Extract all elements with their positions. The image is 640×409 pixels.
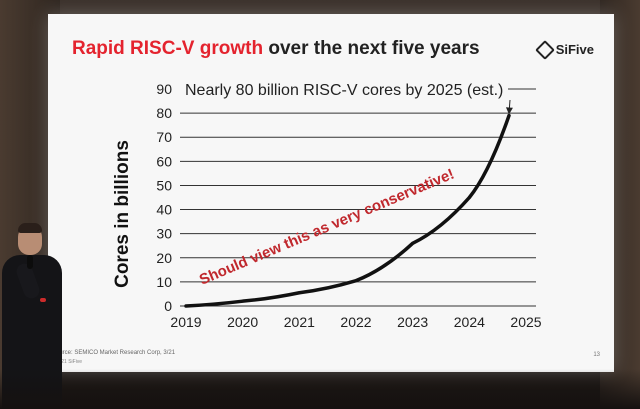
y-tick-label: 10 [156,274,172,290]
growth-chart: 0 10 20 30 40 50 60 70 80 90 2019 2020 2021 2022 2023… [112,78,542,330]
y-tick-label: 30 [156,226,172,242]
chart-title-bg [173,78,508,100]
x-tick-label: 2019 [170,314,201,330]
laser-pointer-dot [40,298,46,302]
series-point [354,279,358,283]
x-tick-label: 2024 [454,314,485,330]
y-axis-label: Cores in billions [112,140,133,288]
y-tick-label: 0 [164,298,172,314]
projected-slide: Rapid RISC-V growth over the next five y… [48,14,614,372]
series-point [184,304,188,308]
series-point [241,299,245,303]
y-tick-label: 70 [156,129,172,145]
microphone-icon [27,255,33,269]
x-tick-label: 2020 [227,314,258,330]
y-tick-label: 50 [156,177,172,193]
x-tick-labels: 2019 2020 2021 2022 2023 2024 2025 [170,314,541,330]
slide-title-rest: over the next five years [263,38,480,59]
series-point [411,241,415,245]
x-tick-label: 2023 [397,314,428,330]
y-tick-label: 20 [156,250,172,266]
copyright-note: ©2021 SiFive [52,359,83,365]
presenter-hair [18,223,42,233]
series-points [184,114,511,308]
x-tick-label: 2025 [510,314,541,330]
y-tick-label: 80 [156,105,172,121]
floor-shadow [0,369,640,409]
source-note: Source: SEMICO Market Research Corp, 3/2… [52,350,176,356]
series-point [507,114,511,118]
chart-title: Nearly 80 billion RISC-V cores by 2025 (… [185,82,503,99]
y-tick-label: 90 [156,81,172,97]
series-point [467,196,471,199]
brand-logo: SiFive [534,39,594,60]
slide-title: Rapid RISC-V growth over the next five y… [72,38,480,60]
y-tick-label: 40 [156,202,172,218]
series-point [297,291,301,295]
x-tick-label: 2022 [340,314,371,330]
y-tick-labels: 0 10 20 30 40 50 60 70 80 90 [156,81,172,314]
chart-annotation: Should view this as very conservative! [197,166,457,289]
annotation-arrowhead [505,107,513,115]
page-number: 13 [593,352,600,358]
y-tick-label: 60 [156,153,172,169]
slide-title-accent: Rapid RISC-V growth [72,38,264,59]
brand-name: SiFive [555,42,594,57]
x-tick-label: 2021 [284,314,315,330]
